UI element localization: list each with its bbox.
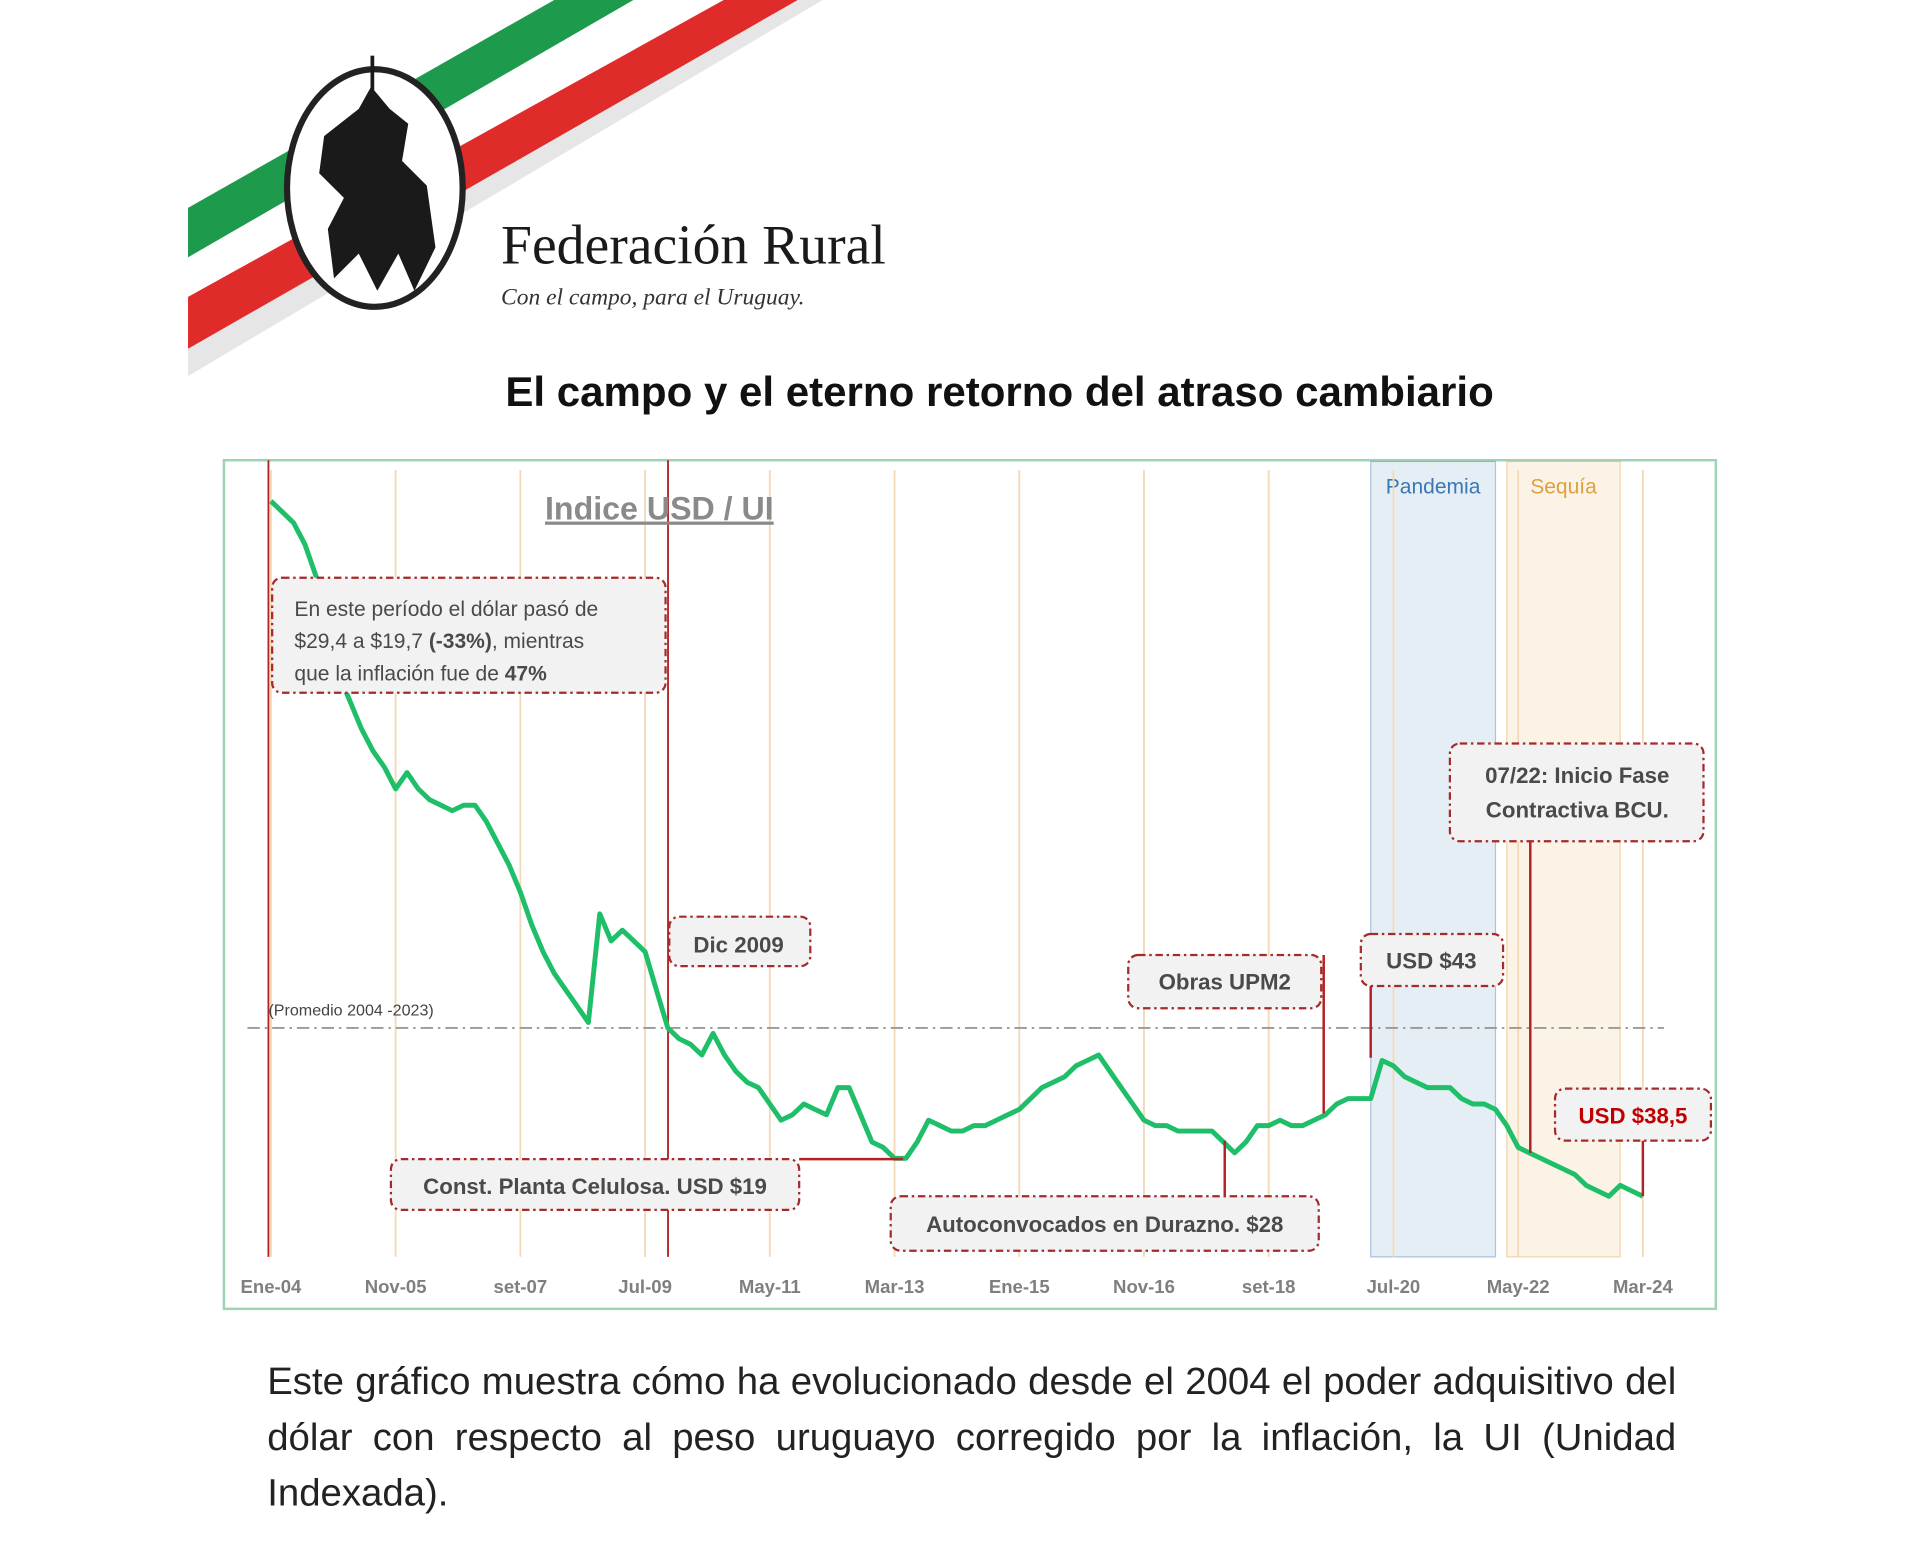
x-tick-label: Nov-16 — [1113, 1276, 1175, 1297]
annotation-box — [271, 576, 667, 694]
reference-label: (Promedio 2004 -2023) — [268, 1002, 433, 1020]
annotation-text: Contractiva BCU. — [1486, 798, 1669, 823]
annotation-text: En este período el dólar pasó de — [294, 598, 598, 621]
brand-tagline: Con el campo, para el Uruguay. — [501, 284, 805, 310]
emblem-rider — [319, 86, 436, 291]
plot: (Promedio 2004 -2023) — [247, 499, 1664, 1199]
logo-stripes — [188, 0, 823, 377]
annotation-segment: USD $38,5 — [1579, 1103, 1688, 1128]
annotation-box — [1127, 953, 1323, 1010]
annotation-text: USD $43 — [1386, 949, 1476, 974]
x-tick-label: Mar-24 — [1613, 1276, 1673, 1297]
chart-title: Indice USD / UI — [545, 491, 774, 527]
brand-name: Federación Rural — [501, 215, 886, 277]
annotation-segment: Contractiva BCU. — [1486, 798, 1669, 823]
connectors — [799, 841, 1645, 1197]
annotation-segment: que la inflación fue de — [294, 662, 504, 685]
annotation-segment: Obras UPM2 — [1159, 970, 1291, 995]
annotation-text: USD $38,5 — [1579, 1103, 1688, 1128]
x-tick-label: set-18 — [1242, 1276, 1296, 1297]
logo-emblem — [283, 55, 466, 310]
annotation-segment: $29,4 a $19,7 — [294, 630, 428, 653]
data-line — [269, 499, 1644, 1199]
annotation-segment: USD $43 — [1386, 949, 1476, 974]
annotation-text: Obras UPM2 — [1159, 970, 1291, 995]
x-tick-label: Mar-13 — [865, 1276, 925, 1297]
x-tick-label: Jul-20 — [1367, 1276, 1421, 1297]
band-label: Sequía — [1530, 476, 1597, 499]
annotation-box — [389, 1158, 801, 1211]
band — [1370, 460, 1497, 1258]
headline: El campo y el eterno retorno del atraso … — [505, 368, 1493, 415]
annotation-box — [668, 915, 812, 968]
annotation-segment: Dic 2009 — [693, 933, 783, 958]
annotation-box — [1359, 932, 1505, 988]
body-text: Este gráfico muestra cómo ha evolucionad… — [267, 1359, 1677, 1515]
x-tick-label: May-22 — [1487, 1276, 1550, 1297]
x-tick-label: Ene-04 — [241, 1276, 303, 1297]
x-tick-label: set-07 — [494, 1276, 548, 1297]
x-tick-label: May-11 — [739, 1276, 801, 1297]
annotation-box — [1553, 1087, 1713, 1142]
annotation-segment: , mientras — [492, 630, 584, 653]
annotation-segment: En este período el dólar pasó de — [294, 598, 598, 621]
x-tick-label: Ene-15 — [989, 1276, 1050, 1297]
annotation-text: que la inflación fue de 47% — [294, 662, 547, 685]
x-tick-label: Jul-09 — [618, 1276, 672, 1297]
annotation-box — [889, 1195, 1320, 1252]
annotation-text: Const. Planta Celulosa. USD $19 — [423, 1174, 767, 1199]
annotation-box — [1448, 742, 1705, 843]
annotation-segment: 47% — [505, 662, 547, 685]
annotation-text: Autoconvocados en Durazno. $28 — [926, 1212, 1283, 1237]
annotation-segment: 07/22: Inicio Fase — [1485, 763, 1669, 788]
annotations: En este período el dólar pasó de $29,4 a … — [271, 576, 1713, 1252]
x-tick-label: Nov-05 — [365, 1276, 427, 1297]
annotation-segment: Autoconvocados en Durazno. $28 — [926, 1212, 1283, 1237]
annotation-segment: (-33%) — [429, 630, 492, 653]
annotation-text: 07/22: Inicio Fase — [1485, 763, 1669, 788]
annotation-segment: Const. Planta Celulosa. USD $19 — [423, 1174, 767, 1199]
annotation-text: $29,4 a $19,7 (-33%), mientras — [294, 630, 584, 653]
band-label: Pandemia — [1386, 476, 1481, 499]
annotation-text: Dic 2009 — [693, 933, 783, 958]
